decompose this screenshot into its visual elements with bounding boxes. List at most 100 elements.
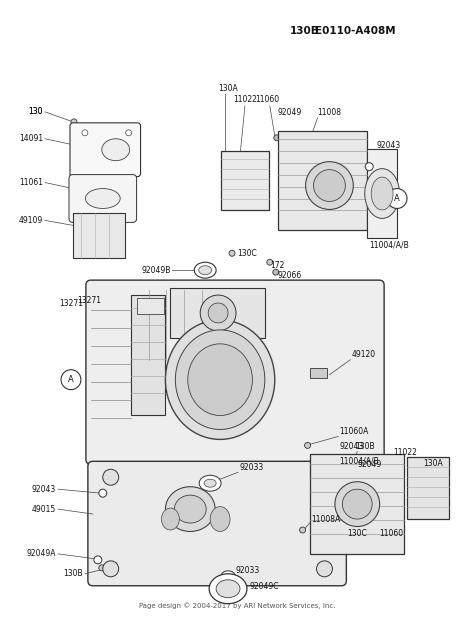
Ellipse shape [204, 479, 216, 487]
Ellipse shape [342, 489, 372, 519]
Text: 130A: 130A [218, 85, 238, 93]
Circle shape [126, 130, 132, 136]
Text: 92043: 92043 [339, 442, 364, 451]
Ellipse shape [371, 177, 393, 210]
Circle shape [208, 303, 228, 323]
Text: 130: 130 [28, 107, 43, 116]
Ellipse shape [216, 580, 240, 598]
Circle shape [103, 469, 118, 485]
Bar [310, 368, 328, 378]
Text: Page design © 2004-2017 by ARI Network Services, Inc.: Page design © 2004-2017 by ARI Network S… [139, 602, 335, 609]
Circle shape [273, 269, 279, 275]
FancyBboxPatch shape [88, 461, 346, 586]
Circle shape [274, 135, 280, 141]
Text: 13271: 13271 [77, 295, 101, 305]
Text: 92043: 92043 [32, 485, 56, 494]
Text: 92049A: 92049A [27, 550, 56, 558]
Text: 11060A: 11060A [339, 427, 369, 436]
Circle shape [350, 456, 356, 461]
Text: 11061: 11061 [19, 178, 43, 187]
Ellipse shape [199, 475, 221, 491]
Bar [170, 288, 265, 338]
Circle shape [103, 561, 118, 577]
Bar [367, 149, 397, 238]
Circle shape [364, 545, 370, 551]
Circle shape [200, 295, 236, 331]
Circle shape [412, 471, 418, 477]
Ellipse shape [210, 506, 230, 532]
Text: 13271: 13271 [59, 298, 83, 308]
Ellipse shape [209, 574, 247, 604]
Ellipse shape [165, 320, 275, 439]
Text: 92049: 92049 [278, 108, 302, 118]
Circle shape [235, 155, 241, 161]
Circle shape [387, 189, 407, 209]
Text: 92049C: 92049C [250, 582, 280, 591]
Text: 92049B: 92049B [141, 266, 170, 275]
Circle shape [384, 459, 390, 465]
Text: A: A [68, 375, 74, 384]
FancyBboxPatch shape [70, 123, 141, 176]
Circle shape [61, 370, 81, 389]
Text: A: A [394, 194, 400, 203]
Ellipse shape [199, 266, 212, 275]
Bar [221, 150, 269, 210]
Text: 11022: 11022 [233, 95, 257, 105]
Ellipse shape [165, 487, 215, 532]
Bar [141, 299, 163, 313]
Text: 11060: 11060 [255, 95, 279, 105]
Text: 49015: 49015 [32, 504, 56, 514]
Text: 11004/A/B: 11004/A/B [339, 457, 379, 466]
Text: 172: 172 [270, 261, 284, 270]
Circle shape [222, 155, 228, 161]
Bar [137, 298, 164, 314]
Bar [407, 457, 449, 519]
Circle shape [335, 545, 340, 551]
Text: 130B: 130B [356, 442, 375, 451]
Text: 49120: 49120 [351, 350, 375, 359]
Ellipse shape [194, 262, 216, 278]
Text: 130: 130 [28, 107, 43, 116]
Bar [73, 214, 125, 258]
Text: 92049: 92049 [357, 460, 382, 469]
Ellipse shape [175, 330, 265, 430]
Ellipse shape [174, 495, 206, 523]
Circle shape [99, 489, 107, 497]
Text: E0110-A408M: E0110-A408M [315, 26, 395, 37]
Ellipse shape [221, 571, 235, 581]
Text: 130C: 130C [347, 529, 367, 539]
Text: 92033: 92033 [240, 463, 264, 472]
Text: 11022: 11022 [393, 448, 417, 457]
FancyBboxPatch shape [69, 175, 137, 222]
Text: 49109: 49109 [19, 216, 43, 225]
Text: 11004/A/B: 11004/A/B [369, 241, 409, 250]
Circle shape [317, 561, 332, 577]
Circle shape [300, 527, 306, 533]
Text: 130B: 130B [64, 569, 83, 578]
Circle shape [229, 250, 235, 256]
Text: 92033: 92033 [235, 566, 259, 575]
Ellipse shape [162, 508, 179, 530]
Circle shape [267, 259, 273, 265]
Ellipse shape [313, 170, 346, 202]
Text: 14091: 14091 [19, 134, 43, 143]
Circle shape [82, 130, 88, 136]
Ellipse shape [102, 139, 129, 161]
Circle shape [340, 472, 346, 478]
Ellipse shape [365, 168, 400, 219]
Text: 130B: 130B [290, 26, 319, 37]
Bar [131, 295, 165, 415]
Text: 130A: 130A [423, 459, 443, 468]
Text: 11008A: 11008A [311, 514, 341, 524]
Text: 130C: 130C [237, 249, 257, 258]
Bar [310, 454, 404, 554]
Text: 92066: 92066 [278, 271, 302, 280]
Bar [89, 282, 381, 461]
Circle shape [99, 565, 105, 571]
Circle shape [71, 119, 77, 125]
Bar [278, 131, 367, 230]
Text: 11008: 11008 [318, 108, 342, 118]
Ellipse shape [306, 162, 353, 209]
Circle shape [317, 469, 332, 485]
Circle shape [365, 163, 373, 171]
